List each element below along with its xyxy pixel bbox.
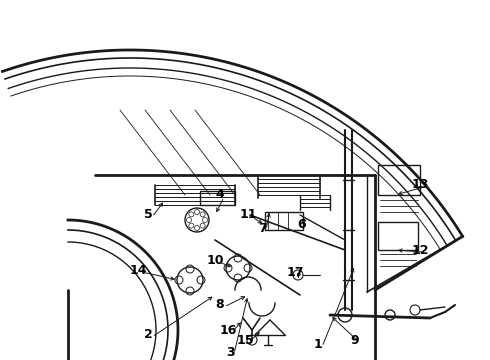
Text: 2: 2 (144, 328, 152, 342)
Text: 7: 7 (258, 221, 267, 234)
Text: 17: 17 (286, 266, 304, 279)
Bar (378, 165, 420, 195)
Text: 3: 3 (226, 346, 234, 359)
Bar (378, 222, 418, 250)
Text: 8: 8 (216, 298, 224, 311)
Text: 4: 4 (216, 189, 224, 202)
Text: 9: 9 (351, 333, 359, 346)
Text: 11: 11 (239, 208, 257, 221)
Bar (265, 212, 303, 230)
Text: 5: 5 (144, 208, 152, 221)
Text: 6: 6 (298, 219, 306, 231)
Text: 16: 16 (220, 324, 237, 337)
Text: 12: 12 (411, 243, 429, 256)
Text: 10: 10 (206, 253, 224, 266)
Bar (200, 191, 235, 205)
Text: 15: 15 (236, 333, 254, 346)
Text: 14: 14 (129, 264, 147, 276)
Text: 13: 13 (411, 179, 429, 192)
Text: 1: 1 (314, 338, 322, 351)
